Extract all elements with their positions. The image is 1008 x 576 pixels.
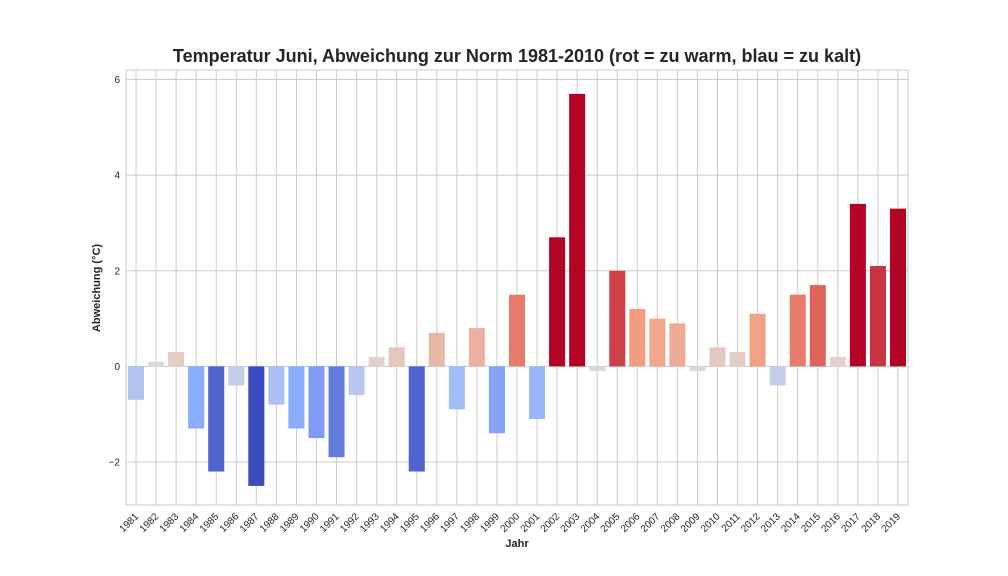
- bar-2011: [729, 352, 746, 367]
- bar-2001: [529, 366, 546, 419]
- y-axis-label: Abweichung (°C): [91, 244, 103, 332]
- bar-2005: [609, 270, 626, 367]
- bar-1982: [148, 361, 165, 367]
- bar-2016: [829, 356, 846, 367]
- x-tick-label: 1986: [218, 511, 242, 535]
- x-tick-label: 1982: [138, 511, 162, 535]
- y-tick-label: 2: [114, 266, 120, 277]
- bar-2007: [649, 318, 666, 367]
- x-tick-label: 1983: [158, 511, 182, 535]
- bar-2019: [889, 208, 906, 367]
- bar-2004: [589, 366, 606, 372]
- bar-2006: [629, 309, 646, 367]
- x-tick-label: 2006: [619, 511, 643, 535]
- x-tick-label: 1999: [479, 511, 503, 535]
- x-tick-label: 2009: [679, 511, 703, 535]
- x-tick-label: 2002: [539, 511, 563, 535]
- x-tick-label: 1985: [198, 511, 222, 535]
- bar-1983: [168, 352, 185, 367]
- bars: [128, 93, 906, 486]
- x-tick-label: 2017: [839, 511, 863, 535]
- y-tick-label: 0: [114, 362, 120, 373]
- bar-1993: [368, 356, 385, 367]
- bar-2017: [849, 203, 866, 367]
- bar-1991: [328, 366, 345, 458]
- x-tick-label: 2019: [880, 511, 904, 535]
- x-tick-label: 1990: [298, 511, 322, 535]
- x-tick-label: 2013: [759, 511, 783, 535]
- bar-2013: [769, 366, 786, 386]
- x-tick-label: 1987: [238, 511, 262, 535]
- x-tick-label: 2001: [519, 511, 543, 535]
- x-tick-label: 1998: [459, 511, 483, 535]
- bar-2000: [508, 294, 526, 367]
- bar-1984: [188, 366, 205, 429]
- bar-2002: [549, 237, 566, 367]
- x-tick-label: 1997: [438, 511, 462, 535]
- x-tick-label: 2005: [599, 511, 623, 535]
- chart-title: Temperatur Juni, Abweichung zur Norm 198…: [173, 46, 861, 66]
- bar-1995: [408, 366, 425, 472]
- bar-1988: [268, 366, 285, 405]
- bar-1998: [468, 328, 485, 367]
- bar-1996: [428, 332, 445, 367]
- x-tick-label: 2014: [779, 511, 803, 535]
- bar-2008: [669, 323, 686, 367]
- bar-1987: [248, 366, 265, 486]
- x-tick-label: 2000: [499, 511, 523, 535]
- x-tick-label: 2011: [720, 511, 743, 534]
- bar-1999: [488, 366, 505, 434]
- x-tick-label: 2007: [639, 511, 663, 535]
- x-tick-label: 2010: [699, 511, 723, 535]
- bar-2010: [709, 347, 726, 367]
- x-tick-label: 2018: [860, 511, 884, 535]
- x-tick-label: 1988: [258, 511, 282, 535]
- bar-2018: [869, 265, 886, 367]
- y-tick-label: 4: [114, 171, 120, 182]
- bar-2015: [809, 285, 826, 367]
- x-tick-labels: 1981198219831984198519861987198819891990…: [118, 511, 904, 535]
- x-tick-label: 2015: [799, 511, 823, 535]
- bar-2014: [789, 294, 806, 367]
- x-tick-label: 2012: [739, 511, 763, 535]
- x-axis-label: Jahr: [505, 538, 529, 550]
- bar-1994: [388, 347, 405, 367]
- x-tick-label: 1989: [278, 511, 302, 535]
- y-tick-label: −2: [109, 457, 121, 468]
- bar-1990: [308, 366, 325, 439]
- x-tick-label: 1981: [118, 511, 142, 535]
- bar-2003: [569, 93, 586, 367]
- bar-1997: [448, 366, 465, 410]
- bar-2012: [749, 313, 766, 367]
- x-tick-label: 1994: [378, 511, 402, 535]
- bar-1981: [128, 366, 145, 400]
- x-tick-label: 2016: [819, 511, 843, 535]
- plot-frame: [125, 69, 909, 506]
- y-tick-label: 6: [114, 75, 120, 86]
- bar-1989: [288, 366, 305, 429]
- bar-1992: [348, 366, 365, 396]
- x-tick-label: 1984: [178, 511, 202, 535]
- x-tick-label: 1992: [338, 511, 362, 535]
- y-tick-labels: −2 0 2 4 6: [109, 75, 121, 468]
- x-tick-label: 1995: [398, 511, 422, 535]
- x-tick-label: 2004: [579, 511, 603, 535]
- grid: [126, 70, 908, 505]
- x-tick-label: 1996: [418, 511, 442, 535]
- bar-1985: [208, 366, 225, 472]
- x-tick-label: 1993: [358, 511, 382, 535]
- bar-1986: [228, 366, 245, 386]
- bar-2009: [689, 366, 706, 372]
- x-tick-label: 2003: [559, 511, 583, 535]
- x-tick-label: 2008: [659, 511, 683, 535]
- x-tick-label: 1991: [318, 511, 342, 535]
